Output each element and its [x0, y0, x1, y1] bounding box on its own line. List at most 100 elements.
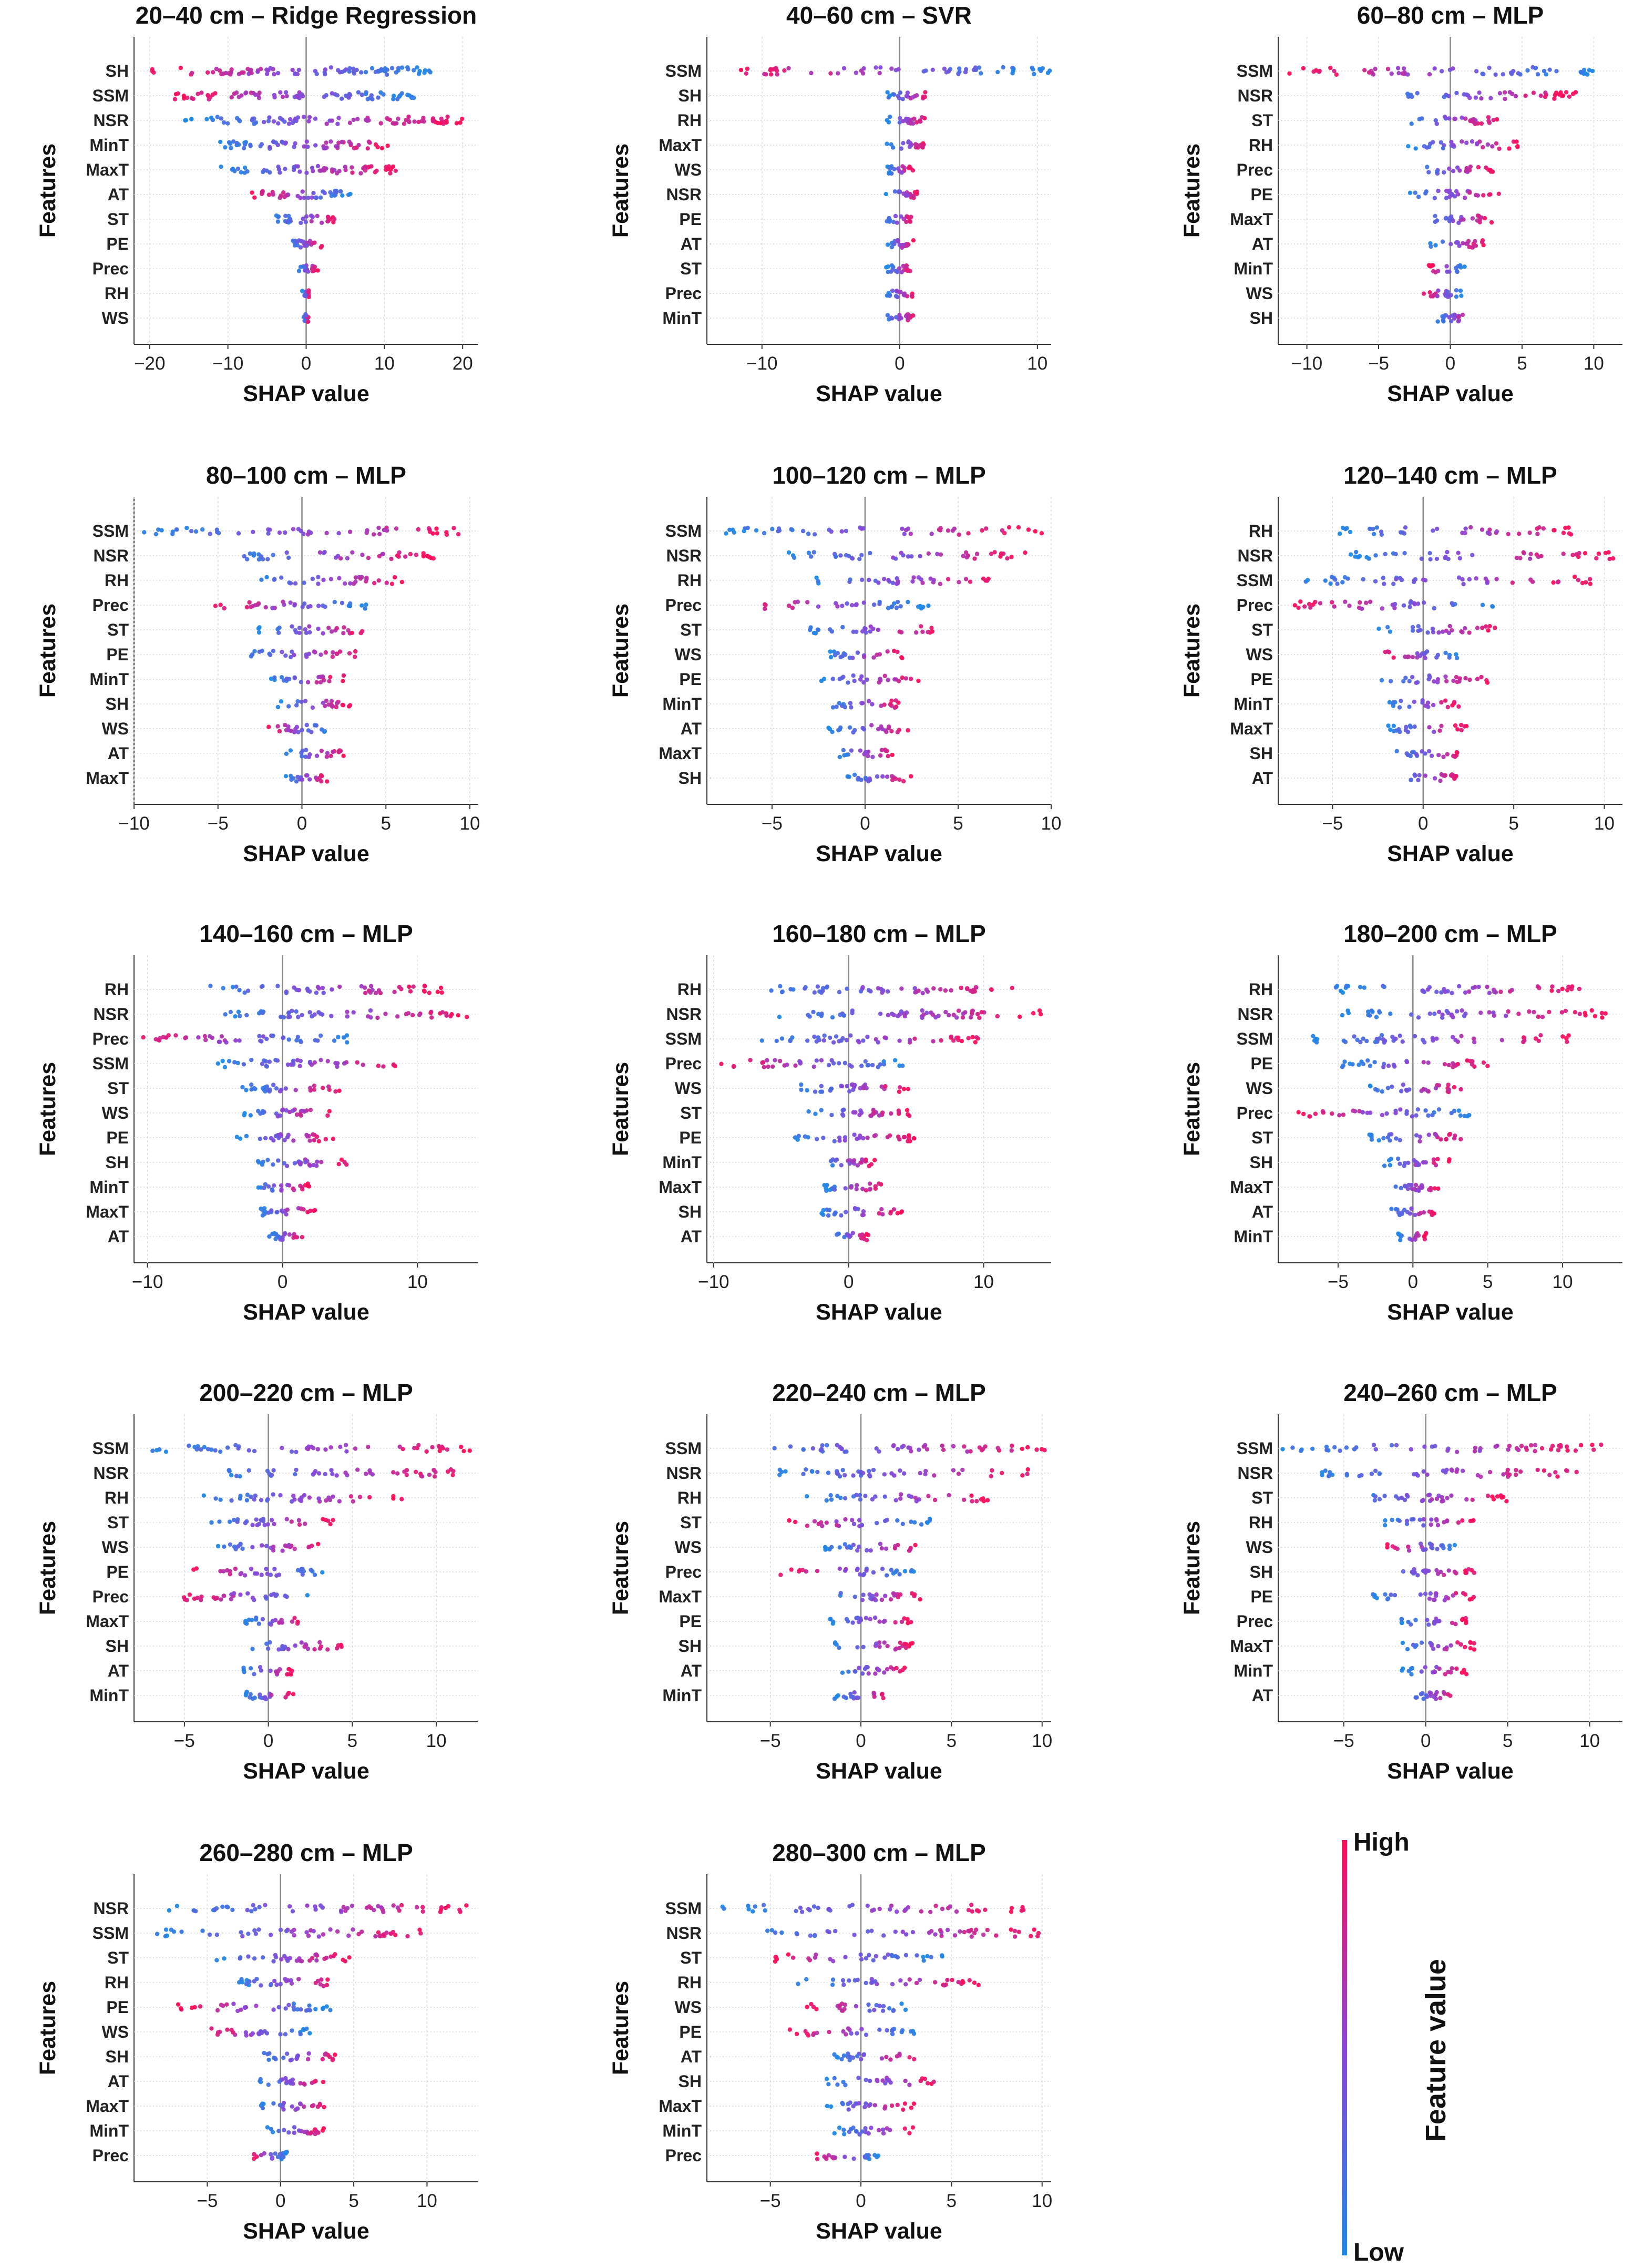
shap-point: [901, 553, 906, 558]
shap-point: [313, 2079, 318, 2083]
shap-point: [1362, 68, 1367, 73]
shap-point: [263, 1903, 268, 1907]
shap-point: [267, 1621, 272, 1626]
shap-point: [787, 1518, 792, 1523]
shap-point: [316, 604, 321, 608]
shap-point: [853, 1669, 858, 1674]
shap-point: [806, 532, 811, 536]
shap-point: [245, 1493, 250, 1497]
shap-point: [1431, 140, 1435, 145]
shap-point: [333, 1061, 338, 1066]
chart-panel: 240–260 cm – MLP−5 0 5 10SSMNSRSTRHWSSHPEPr…: [1179, 1379, 1622, 1784]
shap-point: [323, 71, 327, 77]
shap-point: [279, 1015, 283, 1019]
shap-point: [1385, 649, 1390, 654]
shap-point: [244, 1133, 249, 1139]
shap-point: [1450, 1666, 1454, 1671]
shap-point: [906, 1621, 910, 1626]
shap-point: [1452, 1085, 1457, 1090]
shap-point: [837, 1566, 842, 1571]
shap-point: [340, 600, 345, 606]
shap-point: [319, 779, 324, 784]
shap-point: [1510, 91, 1515, 96]
shap-point: [1548, 1447, 1554, 1452]
shap-point: [208, 984, 213, 988]
shap-point: [1570, 553, 1575, 557]
x-tick-label: 10: [460, 813, 480, 834]
shap-point: [301, 239, 306, 244]
shap-point: [304, 243, 309, 248]
shap-point: [1308, 1114, 1312, 1119]
shap-point: [902, 532, 907, 536]
chart-title: 100–120 cm – MLP: [772, 462, 986, 489]
shap-point: [855, 1548, 860, 1553]
shap-point: [897, 629, 902, 634]
shap-point: [1445, 989, 1450, 994]
shap-point: [912, 190, 918, 195]
shap-point: [238, 1474, 242, 1479]
shap-point: [1399, 1617, 1404, 1622]
shap-point: [959, 1039, 964, 1044]
shap-point: [812, 532, 817, 537]
shap-point: [320, 985, 325, 990]
shap-point: [284, 751, 289, 757]
shap-point: [297, 630, 302, 636]
shap-point: [890, 288, 895, 293]
shap-point: [348, 703, 353, 708]
shap-point: [862, 655, 867, 659]
shap-point: [422, 984, 427, 988]
shap-point: [908, 269, 912, 273]
shap-point: [1448, 214, 1454, 219]
feature-label: MaxT: [659, 136, 702, 155]
feature-label: NSR: [1237, 546, 1273, 565]
shap-point: [283, 213, 288, 218]
feature-label: MaxT: [1230, 719, 1273, 738]
shap-point: [1407, 190, 1413, 195]
shap-point: [839, 1446, 844, 1452]
shap-point: [809, 554, 814, 559]
shap-point: [322, 2104, 326, 2110]
shap-point: [1504, 1013, 1508, 1018]
chart-panel: 180–200 cm – MLP−5 0 5 10RHNSRSSMPEWSPrecST…: [1179, 920, 1622, 1325]
shap-point: [335, 93, 340, 98]
shap-point: [233, 1547, 238, 1551]
shap-point: [807, 628, 813, 632]
shap-point: [373, 1934, 378, 1939]
shap-point: [805, 600, 810, 605]
feature-label: MaxT: [659, 1178, 702, 1197]
shap-point: [995, 69, 1000, 75]
shap-point: [1438, 1137, 1443, 1142]
shap-point: [911, 238, 916, 243]
shap-point: [286, 2003, 291, 2007]
shap-point: [1603, 550, 1608, 556]
shap-point: [225, 1445, 230, 1450]
shap-point: [445, 1447, 450, 1452]
shap-point: [884, 730, 889, 734]
shap-point: [820, 1443, 825, 1448]
shap-point: [912, 1520, 917, 1525]
shap-point: [278, 1089, 283, 1094]
shap-point: [1450, 628, 1454, 633]
feature-label: MaxT: [1230, 210, 1273, 229]
shap-point: [350, 170, 355, 175]
shap-point: [328, 577, 334, 581]
shap-point: [283, 530, 287, 535]
shap-point: [828, 1617, 833, 1622]
shap-point: [213, 1448, 218, 1453]
shap-point: [975, 1012, 980, 1017]
shap-point: [951, 1013, 956, 1017]
y-axis-label: Features: [35, 604, 60, 698]
shap-point: [897, 96, 902, 100]
shap-point: [1549, 988, 1554, 993]
shap-point: [762, 602, 767, 607]
shap-point: [1406, 1619, 1411, 1625]
shap-point: [443, 1905, 448, 1911]
shap-point: [397, 1444, 402, 1449]
shap-point: [399, 91, 404, 96]
shap-point: [889, 729, 894, 734]
shap-point: [900, 1521, 906, 1526]
shap-point: [290, 1909, 295, 1914]
shap-point: [294, 987, 299, 992]
shap-point: [860, 1213, 865, 1218]
shap-point: [311, 191, 316, 196]
